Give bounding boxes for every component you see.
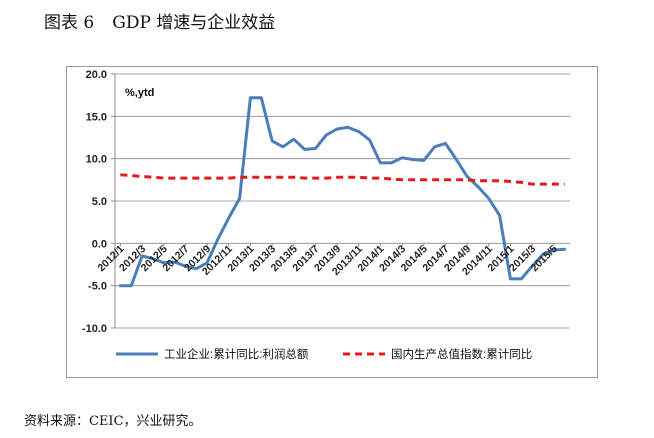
figure-heading: GDP 增速与企业效益 [112, 13, 276, 33]
figure-title: 图表 6 GDP 增速与企业效益 [44, 8, 275, 33]
figure-label: 图表 6 [44, 13, 95, 33]
series-line-industrial-profit [118, 96, 567, 288]
source-note: 资料来源：CEIC，兴业研究。 [24, 414, 202, 429]
y-tick-label: 20.0 [86, 69, 107, 81]
y-tick-label: 10.0 [86, 154, 107, 166]
y-tick-label: 5.0 [92, 196, 107, 208]
series-line-gdp [120, 173, 565, 186]
y-tick-label: 15.0 [86, 111, 107, 123]
y-tick-label: 0.0 [92, 238, 107, 250]
chart-frame: 20.0 15.0 10.0 5.0 0.0 -5.0 -10.0 %,ytd 2012/1 20… [66, 66, 598, 378]
legend-item-industrial-profit-label: 工业企业:累计同比:利润总额 [164, 347, 309, 361]
y-tick-label: -5.0 [88, 281, 107, 293]
legend-item-gdp-label: 国内生产总值指数:累计同比 [391, 347, 532, 361]
y-tick-label: -10.0 [82, 323, 107, 335]
unit-label: %,ytd [125, 87, 154, 99]
chart-border [66, 66, 598, 378]
line-chart: 20.015.010.05.00.0-5.0-10.0%,ytd2012/120… [66, 66, 598, 378]
